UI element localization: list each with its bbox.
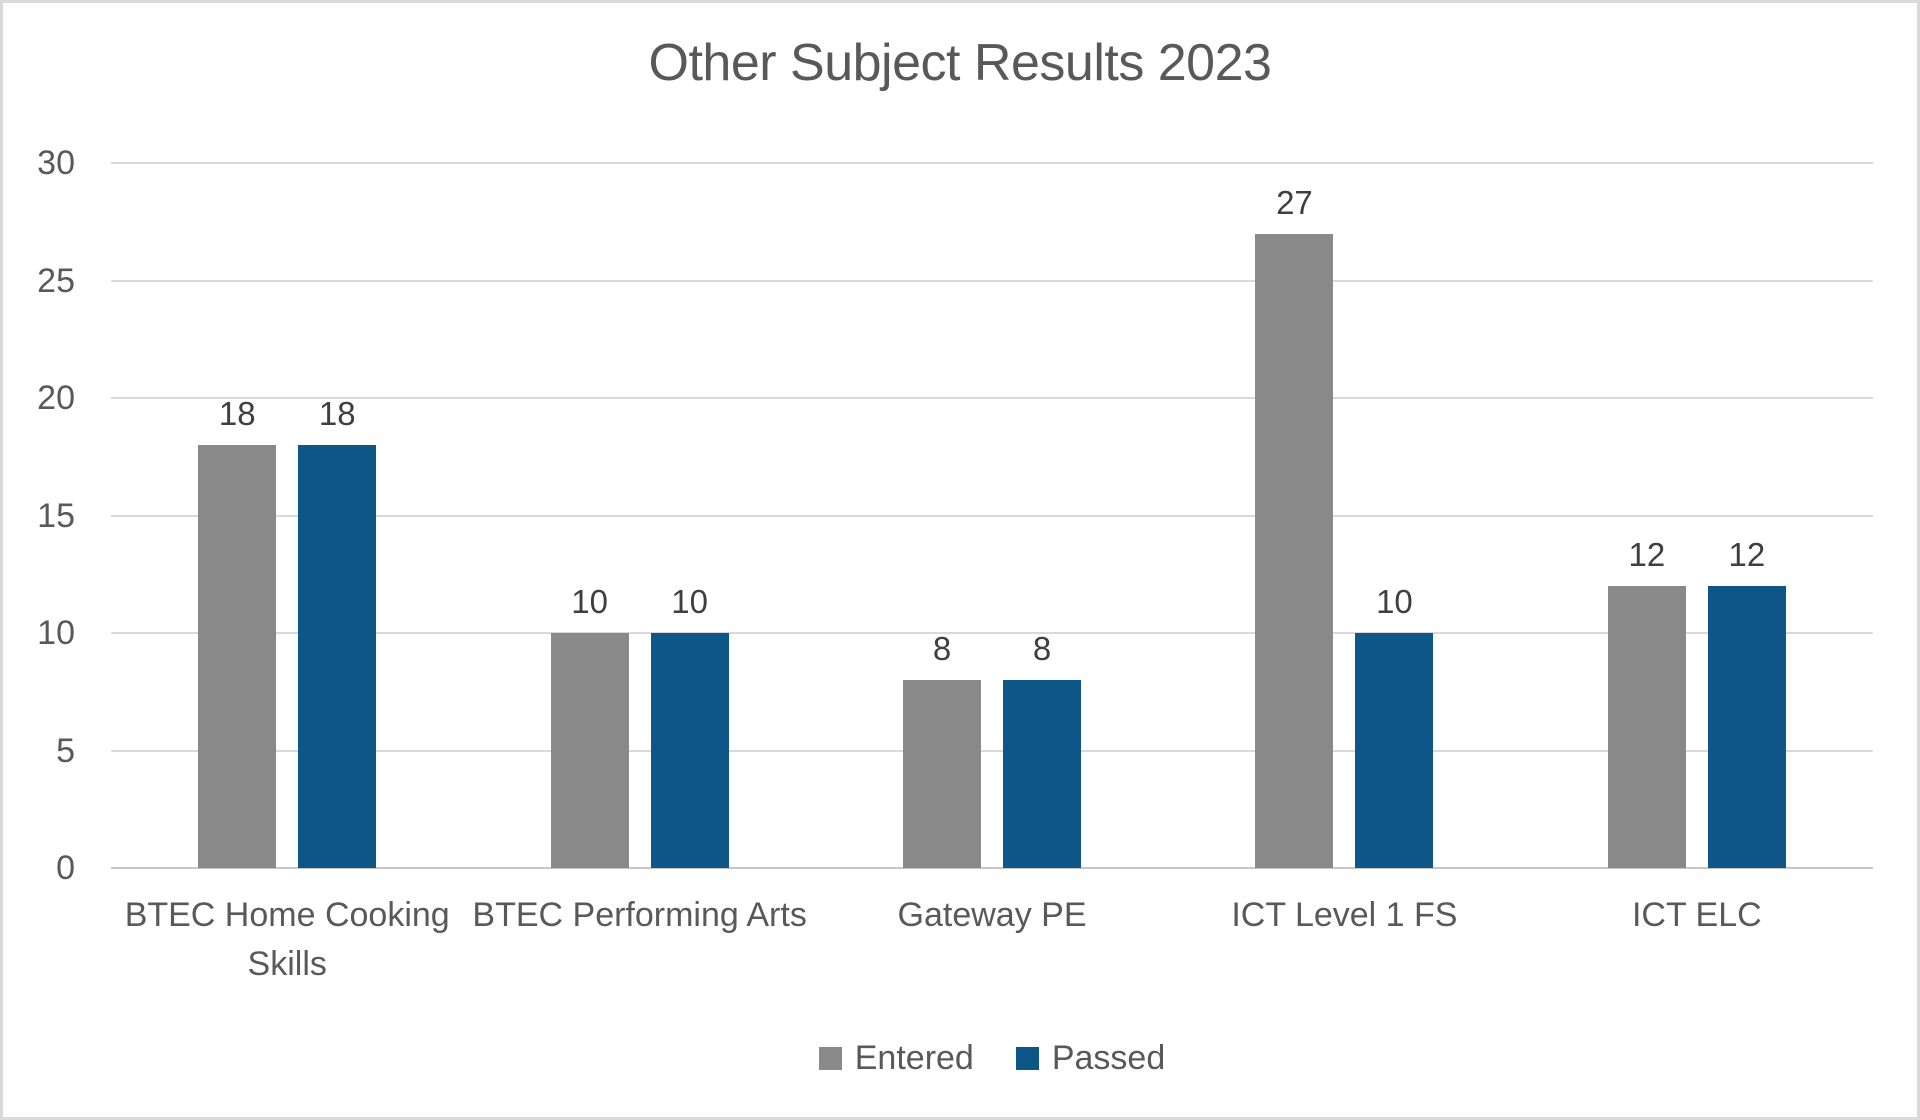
legend-swatch-entered [818, 1047, 842, 1070]
bar-passed: 12 [1707, 536, 1786, 868]
y-gridline [111, 749, 1873, 752]
legend-item-passed: Passed [1015, 1039, 1166, 1078]
y-axis-tick-label: 10 [37, 614, 75, 653]
bar-passed: 8 [1003, 630, 1082, 868]
x-axis-line [111, 867, 1873, 869]
bar-value-label: 8 [932, 630, 952, 667]
x-axis-category-label: ICT ELC [1631, 896, 1762, 934]
bar-entered: 12 [1607, 536, 1686, 868]
bar-passed: 10 [650, 583, 729, 868]
y-gridline [111, 514, 1873, 517]
bar-value-label: 10 [571, 583, 608, 620]
x-axis-category-label: BTEC Performing Arts [472, 896, 807, 934]
x-axis-labels: BTEC Home Cooking Skills BTEC Performing … [111, 891, 1873, 990]
category-slot: 18 18 [111, 163, 463, 868]
bar-value-label: 10 [1376, 583, 1413, 620]
y-axis-tick-label: 15 [37, 496, 75, 535]
legend-swatch-passed [1015, 1047, 1039, 1070]
bar-entered: 18 [198, 395, 277, 868]
bar-value-label: 12 [1628, 536, 1666, 573]
bar-entered: 27 [1255, 184, 1334, 868]
y-axis-tick-label: 5 [56, 731, 75, 770]
y-axis-tick-label: 0 [56, 849, 75, 887]
bar-value-label: 12 [1728, 536, 1766, 573]
bar-value-label: 27 [1276, 183, 1313, 221]
plot-area: 0 5 10 15 20 25 30 18 18 10 10 8 8 27 10 12 12 [37, 146, 1873, 885]
bar-slots: 18 18 10 10 8 8 27 10 12 12 [111, 163, 1873, 868]
legend-label-passed: Passed [1051, 1039, 1166, 1077]
y-gridline [111, 162, 1873, 164]
category-slot: 12 12 [1521, 163, 1873, 868]
x-axis-category-label: Gateway PE [897, 896, 1087, 934]
bar-value-label: 10 [671, 583, 708, 620]
category-slot: 27 10 [1168, 163, 1520, 868]
y-gridline [111, 397, 1873, 400]
bar-value-label: 18 [218, 395, 256, 432]
y-gridline [111, 279, 1873, 282]
y-axis-tick-label: 20 [37, 379, 75, 418]
y-axis-tick-label: 30 [37, 144, 75, 182]
bar-entered: 10 [550, 583, 629, 868]
y-gridline [111, 632, 1873, 635]
y-axis-tick-label: 25 [37, 261, 75, 300]
legend-label-entered: Entered [854, 1039, 974, 1077]
chart-title: Other Subject Results 2023 [648, 34, 1272, 92]
bar-value-label: 18 [318, 395, 356, 432]
bar-passed: 18 [298, 395, 377, 868]
legend: Entered Passed [111, 1039, 1873, 1078]
category-slot: 10 10 [463, 163, 815, 868]
legend-item-entered: Entered [818, 1039, 974, 1078]
x-axis-category-label: ICT Level 1 FS [1231, 896, 1458, 934]
x-axis-category-label: BTEC Home Cooking Skills [124, 896, 450, 984]
bar-passed: 10 [1355, 583, 1434, 868]
bar-entered: 8 [903, 630, 982, 868]
bar-value-label: 8 [1032, 630, 1052, 667]
